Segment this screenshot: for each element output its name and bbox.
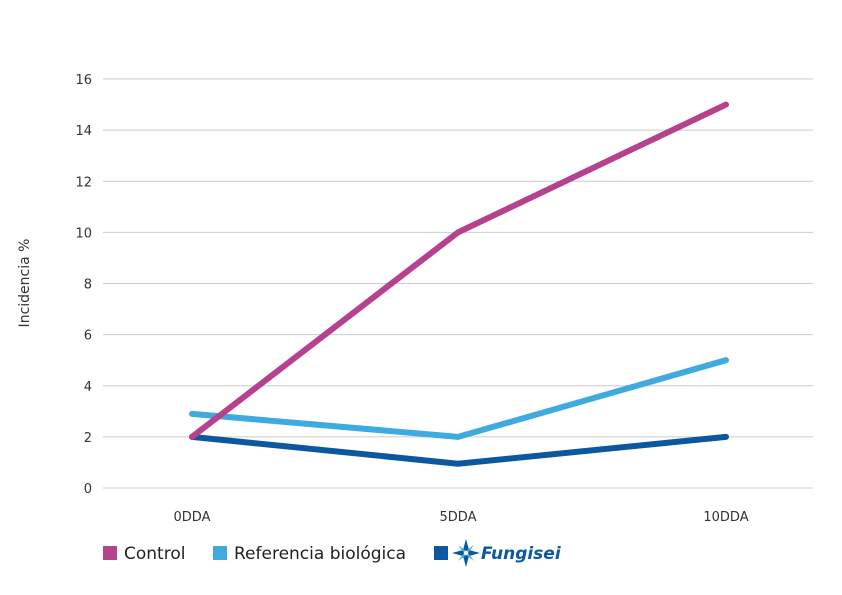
x-tick-label: 5DDA — [440, 510, 477, 525]
y-axis-label: Incidencia % — [17, 239, 33, 328]
y-tick-label: 8 — [84, 278, 92, 293]
legend-label-referencia: Referencia biológica — [234, 544, 406, 564]
star-icon — [452, 539, 480, 567]
series-lines — [189, 101, 729, 467]
data-point — [725, 104, 727, 106]
y-tick-label: 6 — [84, 329, 92, 344]
data-point — [725, 436, 727, 438]
data-point — [191, 413, 193, 415]
legend-swatch-control — [103, 546, 117, 560]
legend-label-control: Control — [124, 544, 185, 564]
y-tick-label: 12 — [75, 175, 92, 190]
legend-item-fungisei: Fungisei — [434, 539, 562, 567]
data-point — [457, 231, 459, 233]
data-point — [457, 463, 459, 465]
legend: Control Referencia biológica Fungisei — [103, 539, 562, 567]
y-tick-label: 0 — [84, 482, 92, 497]
data-point — [191, 436, 193, 438]
y-tick-label: 2 — [84, 431, 92, 446]
fungisei-logo: Fungisei — [452, 539, 562, 567]
series-line-control — [189, 101, 729, 440]
y-tick-label: 14 — [75, 124, 92, 139]
y-tick-label: 10 — [75, 226, 92, 241]
y-tick-label: 4 — [84, 380, 92, 395]
legend-swatch-fungisei — [434, 546, 448, 560]
series-line-fungisei — [189, 433, 729, 467]
legend-item-referencia: Referencia biológica — [213, 544, 406, 564]
y-tick-label: 16 — [75, 73, 92, 88]
y-axis-ticks: 0 2 4 6 8 10 12 14 16 — [75, 73, 92, 497]
fungisei-logo-text: Fungisei — [481, 544, 562, 564]
x-tick-label: 0DDA — [174, 510, 211, 525]
legend-swatch-referencia — [213, 546, 227, 560]
data-point — [725, 359, 727, 361]
data-point — [457, 436, 459, 438]
x-tick-label: 10DDA — [703, 510, 748, 525]
legend-item-control: Control — [103, 544, 185, 564]
x-axis-ticks: 0DDA 5DDA 10DDA — [174, 510, 749, 525]
